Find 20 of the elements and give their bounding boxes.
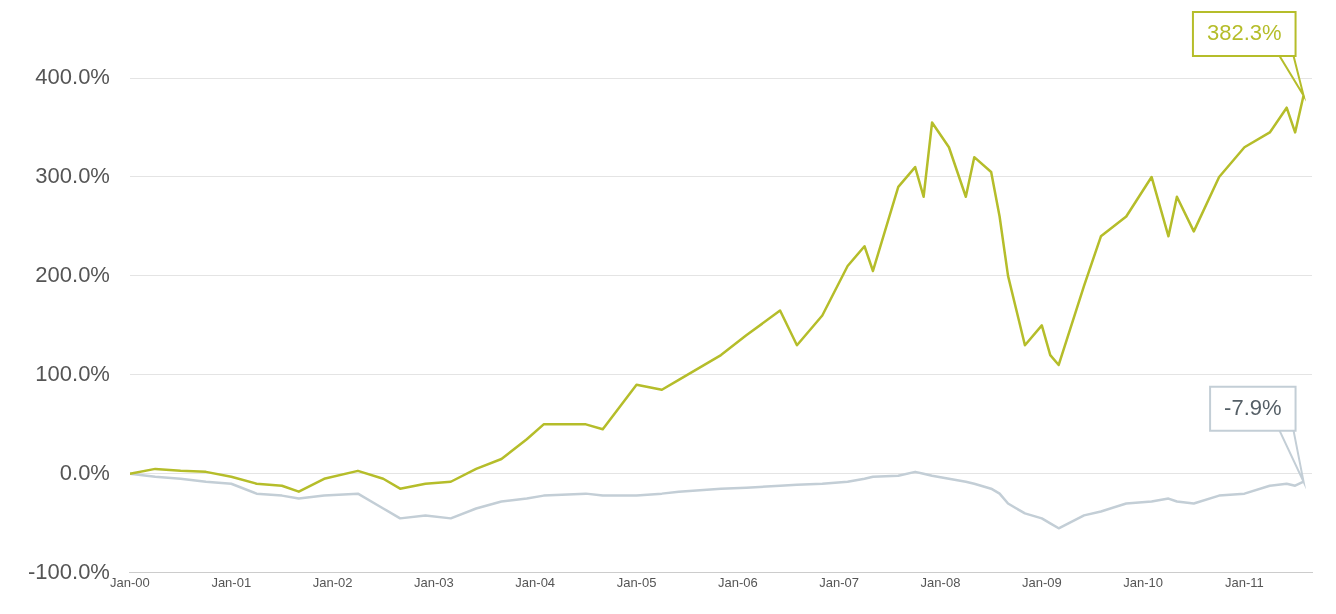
annotation: 382.3% [1206,20,1282,46]
x-tick-label: Jan-09 [1021,575,1062,591]
annotation: -7.9% [1224,394,1282,420]
x-tick-label: Jan-06 [717,575,758,591]
x-tick-label: Jan-05 [616,575,657,591]
y-tick-label: 400.0% [35,64,110,90]
y-tick-label: 300.0% [35,163,110,189]
x-tick-label: Jan-10 [1123,575,1164,591]
x-tick-label: Jan-08 [920,575,961,591]
y-tick-label: -100.0% [27,558,110,584]
x-tick-label: Jan-02 [312,575,353,591]
x-tick-label: Jan-04 [515,575,556,591]
x-tick-label: Jan-03 [414,575,454,591]
x-tick-label: Jan-01 [211,575,252,591]
y-tick-label: 100.0% [35,360,110,386]
y-tick-label: 200.0% [35,261,110,287]
y-tick-label: 0.0% [59,459,110,485]
x-tick-label: Jan-11 [1225,575,1264,591]
x-tick-label: Jan-07 [819,575,860,591]
x-tick-label: Jan-00 [110,575,150,591]
